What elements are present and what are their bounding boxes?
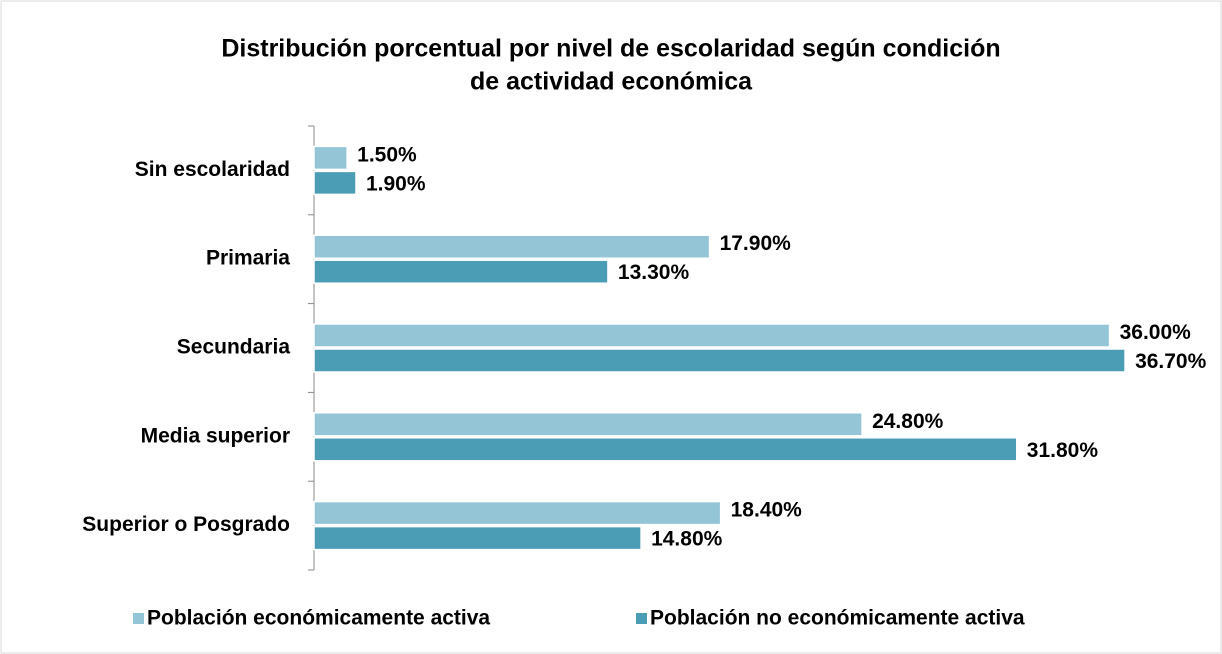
y-tick-label: Primaria (206, 247, 290, 270)
data-label: 13.30% (618, 261, 690, 284)
legend-swatch (133, 613, 144, 624)
bar (313, 348, 1126, 373)
data-label: 36.70% (1135, 350, 1207, 373)
chart-title: de actividad económica (470, 68, 753, 96)
y-tick-label: Superior o Posgrado (82, 513, 290, 536)
legend-swatch (636, 613, 647, 624)
data-label: 24.80% (872, 410, 944, 433)
data-label: 1.90% (366, 172, 426, 195)
bar (313, 412, 863, 437)
y-tick-label: Secundaria (177, 336, 291, 359)
data-label: 1.50% (357, 143, 417, 166)
bar (313, 170, 357, 196)
data-label: 36.00% (1120, 321, 1192, 344)
y-tick-label: Media superior (141, 424, 290, 447)
bar (313, 525, 642, 551)
bar (313, 500, 722, 526)
bar (313, 259, 609, 284)
legend-label: Población económicamente activa (147, 607, 490, 630)
data-label: 14.80% (651, 528, 723, 551)
data-label: 18.40% (731, 499, 803, 522)
bar (313, 437, 1018, 462)
bar (313, 234, 711, 259)
bar (313, 145, 348, 171)
data-label: 31.80% (1027, 439, 1099, 462)
chart-title: Distribución porcentual por nivel de esc… (221, 35, 1000, 63)
data-label: 17.90% (720, 232, 792, 255)
bar (313, 323, 1111, 348)
y-tick-label: Sin escolaridad (135, 158, 290, 181)
legend-label: Población no económicamente activa (650, 607, 1025, 630)
